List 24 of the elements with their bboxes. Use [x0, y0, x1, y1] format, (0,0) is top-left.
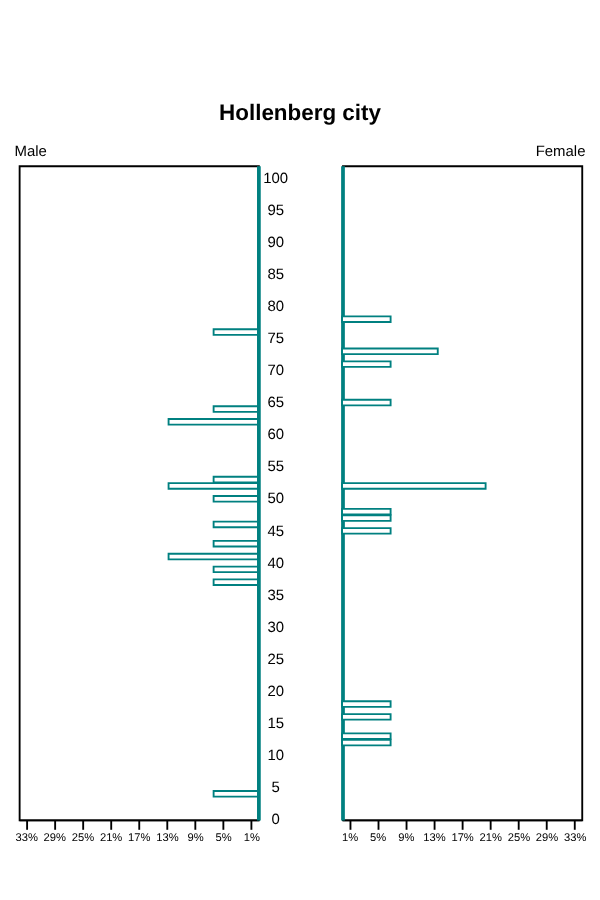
y-tick-label: 20 — [267, 681, 285, 700]
y-tick-label: 35 — [267, 585, 285, 604]
text: Hollenberg city — [219, 101, 383, 126]
y-tick-label: 50 — [267, 489, 285, 508]
y-tick-label: 90 — [267, 232, 285, 251]
y-tick-label: 10 — [267, 746, 285, 765]
y-tick-label: 100 — [263, 168, 289, 187]
y-tick-label: 95 — [267, 200, 285, 219]
y-tick-label: 45 — [267, 521, 285, 540]
chart-title: Male — [14, 141, 47, 160]
y-tick-label: 5 — [271, 778, 280, 797]
y-tick-label: 60 — [267, 425, 285, 444]
y-tick-label: 0 — [271, 810, 280, 829]
y-tick-label: 30 — [267, 617, 285, 636]
y-tick-label: 55 — [267, 457, 285, 476]
y-tick-label: 40 — [267, 553, 285, 572]
y-tick-label: 80 — [267, 297, 285, 316]
y-tick-label: 85 — [267, 265, 285, 284]
y-tick-label: 65 — [267, 393, 285, 412]
y-tick-label: 15 — [267, 713, 285, 732]
y-tick-label: 25 — [267, 649, 285, 668]
y-tick-label: 70 — [267, 361, 285, 380]
y-tick-label: 75 — [267, 329, 285, 348]
chart-title: Female — [535, 141, 586, 160]
